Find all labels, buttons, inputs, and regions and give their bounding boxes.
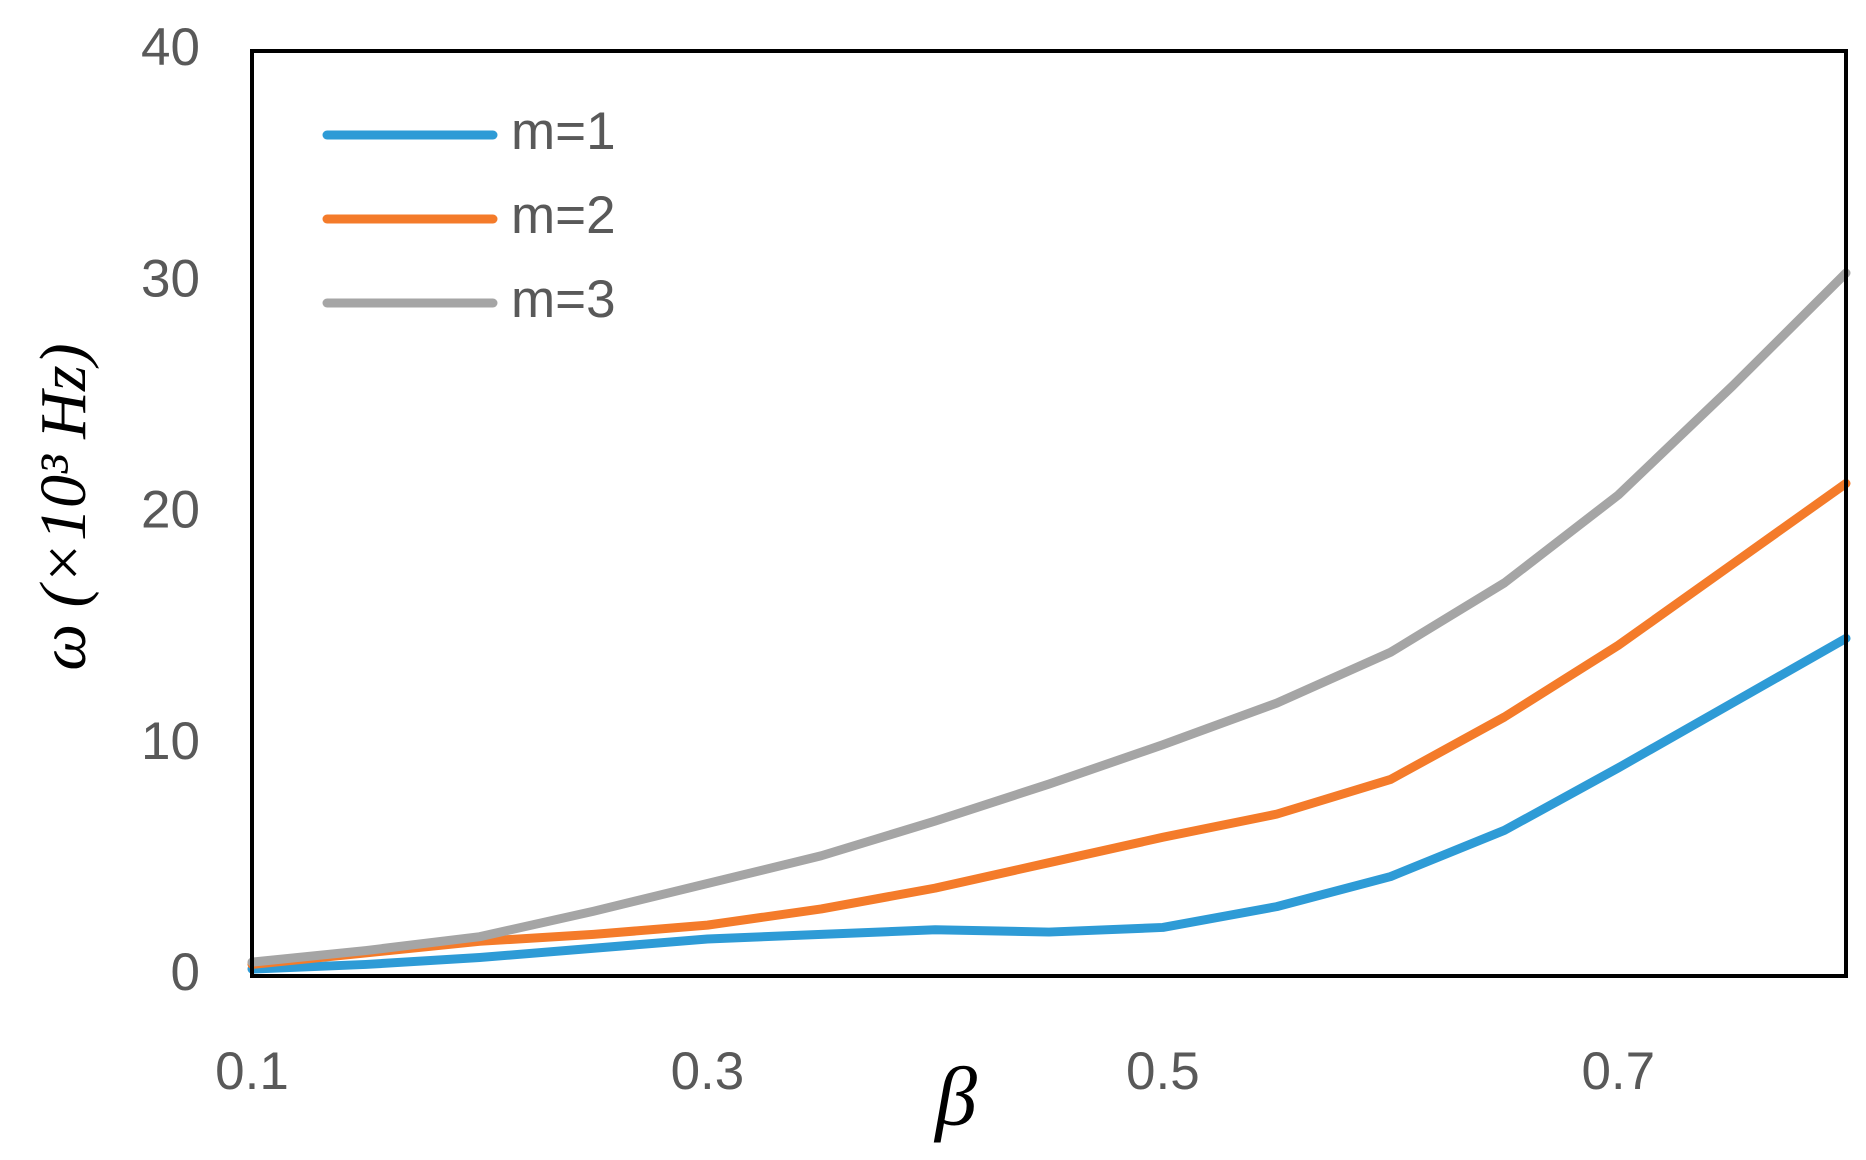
- series-line: [247, 478, 1851, 969]
- y-tick-label: 40: [141, 18, 200, 77]
- legend-label: m=3: [511, 270, 616, 329]
- x-tick-label: 0.5: [1126, 1042, 1200, 1101]
- x-tick-label: 0.3: [671, 1042, 745, 1101]
- series-line: [247, 268, 1851, 967]
- legend-label: m=2: [511, 186, 616, 245]
- y-tick-label: 30: [141, 249, 200, 308]
- series-line: [247, 633, 1851, 974]
- y-tick-label: 10: [141, 712, 200, 771]
- y-tick-label: 20: [141, 481, 200, 540]
- plot-frame: [250, 49, 1848, 978]
- x-axis-label: β: [933, 1050, 977, 1143]
- legend-label: m=1: [511, 102, 616, 161]
- x-tick-label: 0.1: [215, 1042, 289, 1101]
- x-tick-label: 0.7: [1581, 1042, 1655, 1101]
- y-tick-label: 0: [171, 943, 200, 1002]
- y-axis-label: ω (×10³ Hz): [27, 343, 100, 670]
